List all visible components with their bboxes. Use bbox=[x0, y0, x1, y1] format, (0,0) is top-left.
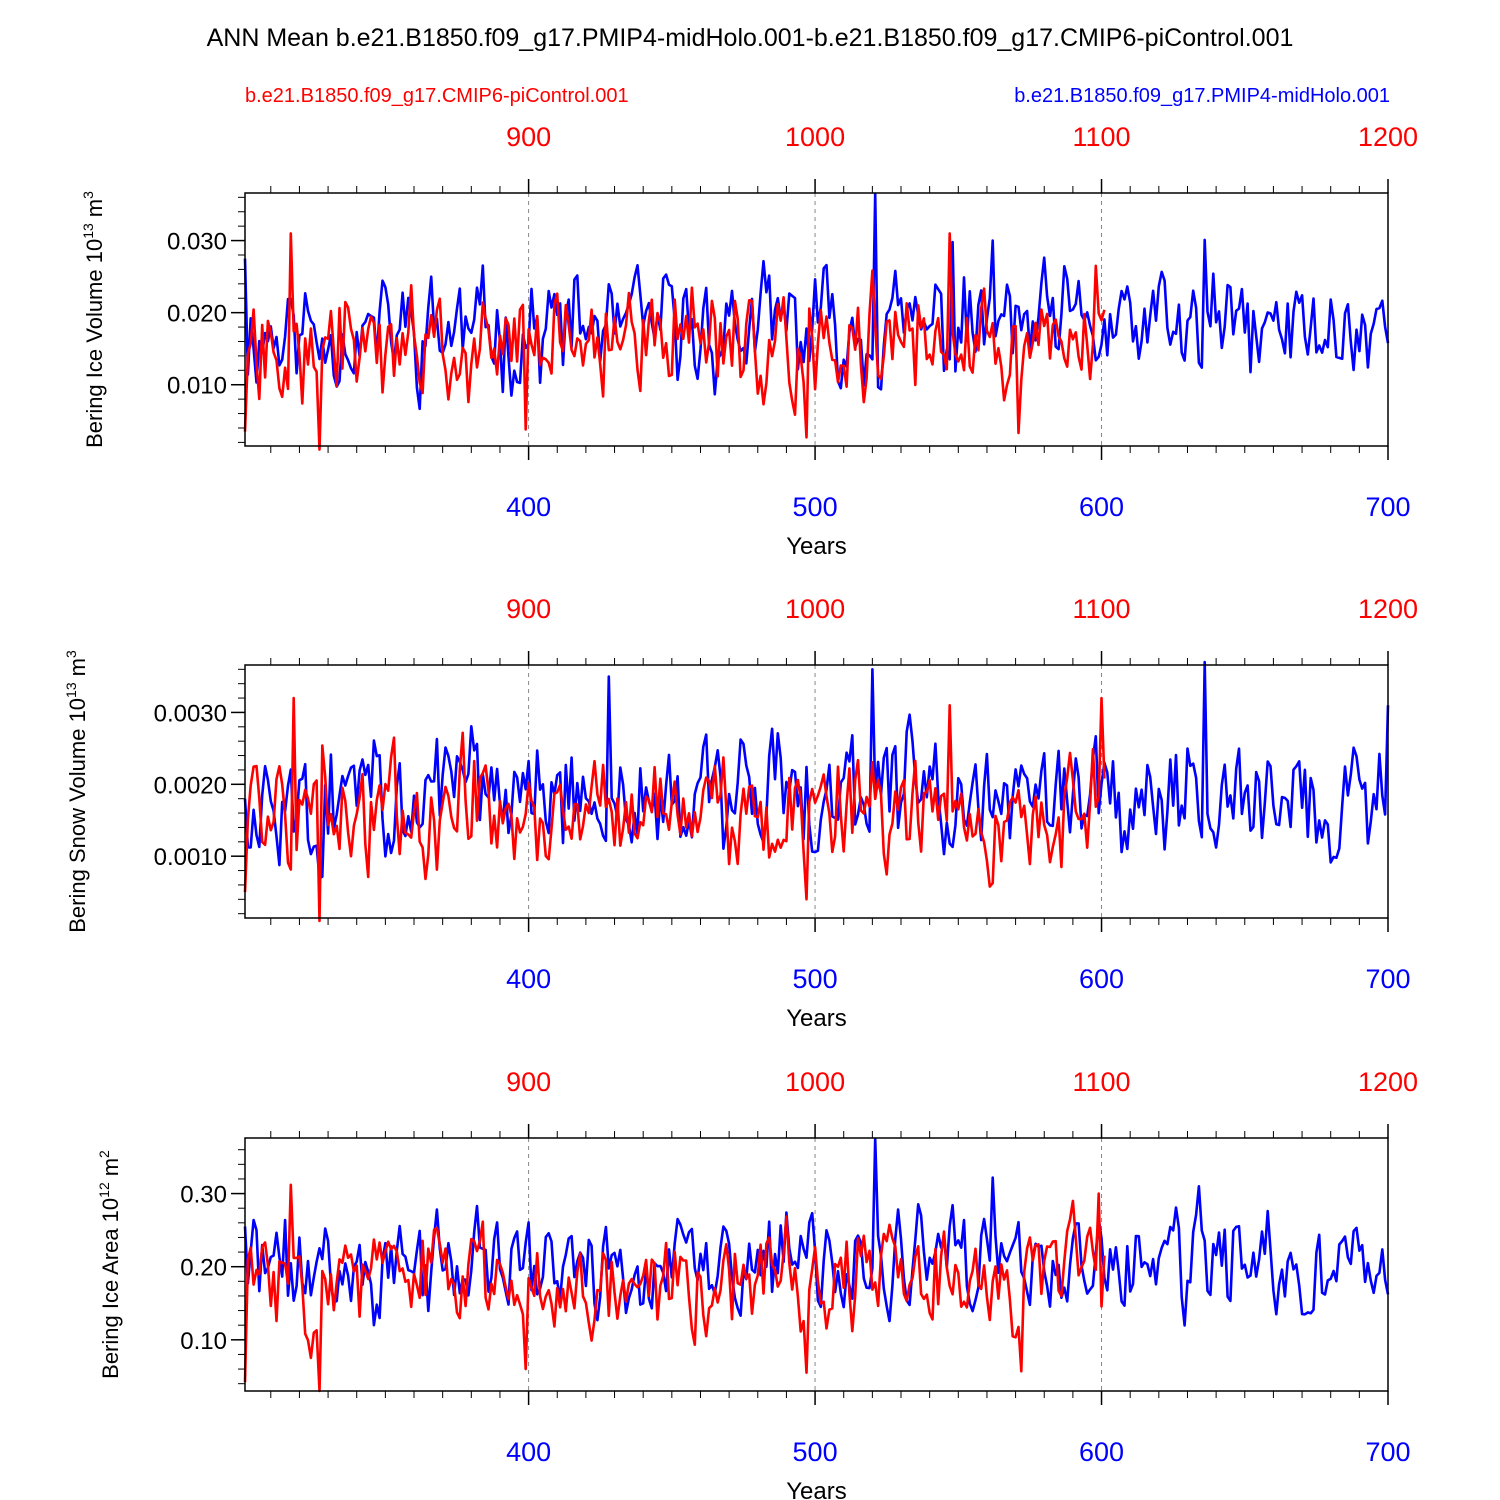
x-tick-label-top: 1100 bbox=[1073, 594, 1131, 624]
legend-red-case: b.e21.B1850.f09_g17.CMIP6-piControl.001 bbox=[245, 85, 629, 107]
x-tick-label-bottom: 500 bbox=[793, 964, 838, 994]
y-tick-label: 0.020 bbox=[167, 301, 227, 328]
y-tick-label: 0.10 bbox=[180, 1328, 227, 1355]
y-tick-label: 0.010 bbox=[167, 373, 227, 400]
x-axis-label: Years bbox=[786, 1478, 847, 1500]
y-axis-label-main: Bering Snow Volume 10 bbox=[65, 698, 90, 933]
y-tick-label: 0.0030 bbox=[154, 700, 227, 727]
y-axis-label-exponent: 12 bbox=[96, 1182, 112, 1198]
x-axis-label: Years bbox=[786, 1005, 847, 1032]
y-axis-label-main: Bering Ice Volume 10 bbox=[82, 239, 107, 448]
series-line-blue bbox=[243, 1137, 1390, 1327]
x-tick-label-bottom: 700 bbox=[1365, 964, 1410, 994]
x-tick-label-top: 1000 bbox=[785, 1067, 845, 1097]
series-line-blue bbox=[243, 660, 1390, 880]
x-tick-label-bottom: 600 bbox=[1079, 492, 1124, 522]
y-tick-label: 0.30 bbox=[180, 1182, 227, 1209]
x-tick-label-bottom: 500 bbox=[793, 492, 838, 522]
y-axis-label: Bering Snow Volume 1013 m3 bbox=[63, 650, 90, 933]
x-tick-label-top: 900 bbox=[506, 1067, 551, 1097]
x-tick-label-top: 1200 bbox=[1358, 1067, 1418, 1097]
chart-panel-2: 0.0010 0.0020 0.0030 400 500 600 700 900 1000 110… bbox=[63, 594, 1418, 1032]
y-tick-label: 0.030 bbox=[167, 229, 227, 256]
y-axis-label: Bering Ice Volume 1013 m3 bbox=[80, 191, 107, 448]
y-axis-label-unit: m bbox=[65, 658, 90, 676]
x-tick-label-bottom: 400 bbox=[506, 964, 551, 994]
x-tick-label-top: 1200 bbox=[1358, 122, 1418, 152]
x-tick-label-top: 1000 bbox=[785, 122, 845, 152]
y-axis-label-exponent: 13 bbox=[63, 682, 79, 698]
x-tick-label-bottom: 700 bbox=[1365, 1437, 1410, 1467]
plot-frame bbox=[244, 1137, 1389, 1392]
legend-blue-case: b.e21.B1850.f09_g17.PMIP4-midHolo.001 bbox=[1014, 85, 1390, 107]
series-line-red bbox=[243, 232, 1106, 451]
series-line-red bbox=[243, 696, 1106, 923]
chart-title: ANN Mean b.e21.B1850.f09_g17.PMIP4-midHo… bbox=[207, 24, 1294, 52]
x-tick-label-bottom: 600 bbox=[1079, 964, 1124, 994]
y-axis-label-unit: m bbox=[82, 199, 107, 217]
y-axis-label-unit: m bbox=[98, 1158, 123, 1176]
y-axis-label-main: Bering Ice Area 10 bbox=[98, 1198, 123, 1379]
y-axis-label: Bering Ice Area 1012 m2 bbox=[96, 1150, 123, 1379]
chart-panel-3: 0.10 0.20 0.30 400 500 600 700 900 1000 1100 1200 Y… bbox=[96, 1067, 1418, 1500]
plot-frame bbox=[244, 664, 1389, 919]
x-tick-label-bottom: 600 bbox=[1079, 1437, 1124, 1467]
x-tick-label-bottom: 700 bbox=[1365, 492, 1410, 522]
x-tick-label-bottom: 400 bbox=[506, 492, 551, 522]
chart-panel-1: 0.010 0.020 0.030 400 500 600 700 900 1000 1100 12… bbox=[80, 122, 1418, 560]
y-axis-label-unit-exponent: 2 bbox=[96, 1150, 112, 1158]
y-axis-label-unit-exponent: 3 bbox=[63, 650, 79, 658]
plot-frame bbox=[244, 192, 1389, 447]
x-tick-label-top: 1100 bbox=[1073, 122, 1131, 152]
series-line-red bbox=[243, 1183, 1106, 1393]
y-tick-label: 0.0020 bbox=[154, 772, 227, 799]
x-tick-label-top: 900 bbox=[506, 122, 551, 152]
y-axis-label-unit-exponent: 3 bbox=[80, 191, 96, 199]
x-tick-label-bottom: 500 bbox=[793, 1437, 838, 1467]
y-axis-label-exponent: 13 bbox=[80, 223, 96, 239]
x-tick-label-bottom: 400 bbox=[506, 1437, 551, 1467]
x-axis-label: Years bbox=[786, 533, 847, 560]
x-tick-label-top: 1000 bbox=[785, 594, 845, 624]
x-tick-label-top: 1200 bbox=[1358, 594, 1418, 624]
x-tick-label-top: 1100 bbox=[1073, 1067, 1131, 1097]
x-tick-label-top: 900 bbox=[506, 594, 551, 624]
y-tick-label: 0.0010 bbox=[154, 844, 227, 871]
y-tick-label: 0.20 bbox=[180, 1255, 227, 1282]
